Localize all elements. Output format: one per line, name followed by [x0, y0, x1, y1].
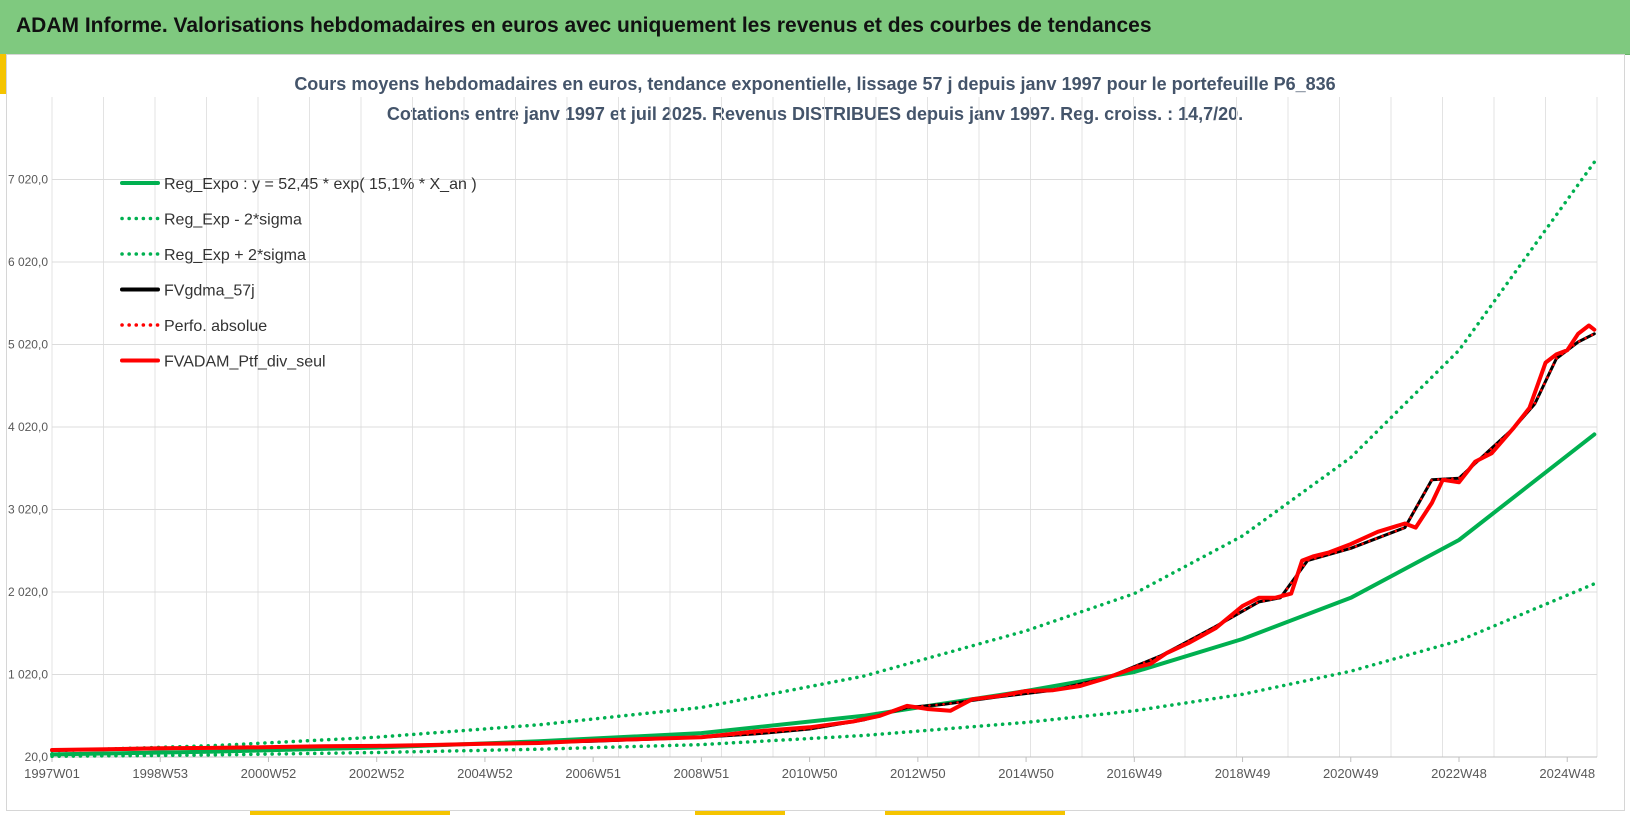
- x-tick-label: 2022W48: [1431, 766, 1487, 781]
- series-line-4: [50, 332, 1596, 752]
- legend-label: FVADAM_Ptf_div_seul: [164, 354, 326, 371]
- x-tick-label: 2016W49: [1106, 766, 1162, 781]
- x-tick-label: 2010W50: [782, 766, 838, 781]
- accent-bar-left: [0, 54, 6, 94]
- x-tick-label: 1997W01: [24, 766, 80, 781]
- banner-title: ADAM Informe. Valorisations hebdomadaire…: [16, 14, 1152, 37]
- x-tick-label: 2002W52: [349, 766, 405, 781]
- x-tick-label: 2008W51: [674, 766, 730, 781]
- y-tick-label: 4 020,0: [8, 420, 48, 434]
- chart-title: Cours moyens hebdomadaires en euros, ten…: [294, 74, 1336, 94]
- accent-bar-bottom-left: [250, 811, 450, 815]
- x-tick-label: 2018W49: [1215, 766, 1271, 781]
- y-tick-label: 7 020,0: [8, 173, 48, 187]
- x-tick-label: 2020W49: [1323, 766, 1379, 781]
- series-line-3: [50, 332, 1596, 752]
- x-tick-label: 2004W52: [457, 766, 513, 781]
- accent-bar-bottom-right: [885, 811, 1065, 815]
- series-line-1: [50, 582, 1597, 759]
- x-tick-label: 2000W52: [241, 766, 297, 781]
- series-line-2: [50, 160, 1597, 753]
- y-tick-label: 2 020,0: [8, 585, 48, 599]
- y-tick-label: 3 020,0: [8, 503, 48, 517]
- x-tick-label: 2014W50: [998, 766, 1054, 781]
- x-tick-label: 1998W53: [132, 766, 188, 781]
- x-tick-label: 2006W51: [565, 766, 621, 781]
- legend-label: Reg_Exp + 2*sigma: [164, 247, 306, 264]
- x-tick-label: 2024W48: [1539, 766, 1595, 781]
- x-tick-label: 2012W50: [890, 766, 946, 781]
- legend-label: Perfo. absolue: [164, 318, 267, 335]
- y-tick-label: 5 020,0: [8, 338, 48, 352]
- y-tick-label: 6 020,0: [8, 255, 48, 269]
- banner: ADAM Informe. Valorisations hebdomadaire…: [0, 0, 1630, 55]
- y-tick-label: 1 020,0: [8, 668, 48, 682]
- legend-label: Reg_Exp - 2*sigma: [164, 212, 302, 229]
- y-tick-label: 20,0: [25, 750, 49, 764]
- series-line-5: [50, 323, 1597, 752]
- chart-subtitle: Cotations entre janv 1997 et juil 2025. …: [386, 104, 1244, 124]
- series-line-0: [50, 432, 1597, 757]
- legend-label: FVgdma_57j: [164, 283, 255, 300]
- accent-bar-bottom-mid: [695, 811, 785, 815]
- legend-label: Reg_Expo : y = 52,45 * exp( 15,1% * X_an…: [164, 176, 477, 193]
